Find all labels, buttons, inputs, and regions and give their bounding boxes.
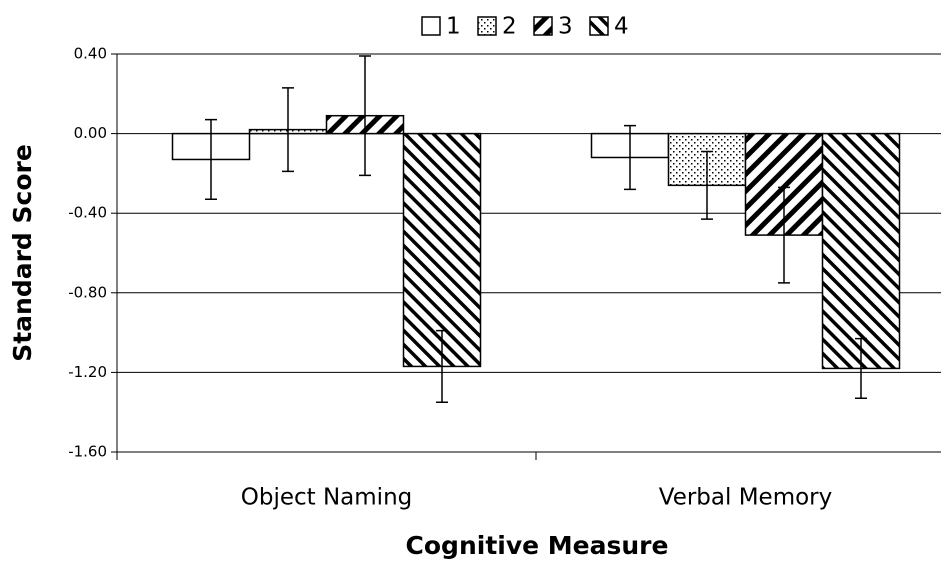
error-bar [855,337,867,400]
error-bar [359,55,371,177]
error-bar [205,118,217,201]
legend-label: 2 [502,14,517,40]
error-bar [624,124,636,191]
x-tick-label: Object Naming [241,485,413,511]
legend-swatch [533,16,553,36]
x-axis-title: Cognitive Measure [406,531,669,560]
y-tick-label: 0.00 [74,124,107,142]
y-tick-label: 0.40 [74,45,107,63]
y-tick-label: -0.40 [68,204,107,222]
legend-swatch [589,16,609,36]
error-bar [282,87,294,173]
legend-label: 1 [446,14,461,40]
error-bar [778,186,790,284]
y-tick-label: -0.80 [68,283,107,301]
bar [402,132,482,368]
legend-label: 4 [614,14,629,40]
legend-label: 3 [558,14,573,40]
y-axis-title: Standard Score [8,144,37,362]
x-tick-label: Verbal Memory [659,485,833,511]
bar [821,132,901,370]
y-tick-label: -1.60 [68,443,107,461]
error-bar [436,329,448,403]
legend-swatch [421,16,441,36]
legend-swatch [477,16,497,36]
error-bar [701,150,713,220]
y-tick-label: -1.20 [68,363,107,381]
